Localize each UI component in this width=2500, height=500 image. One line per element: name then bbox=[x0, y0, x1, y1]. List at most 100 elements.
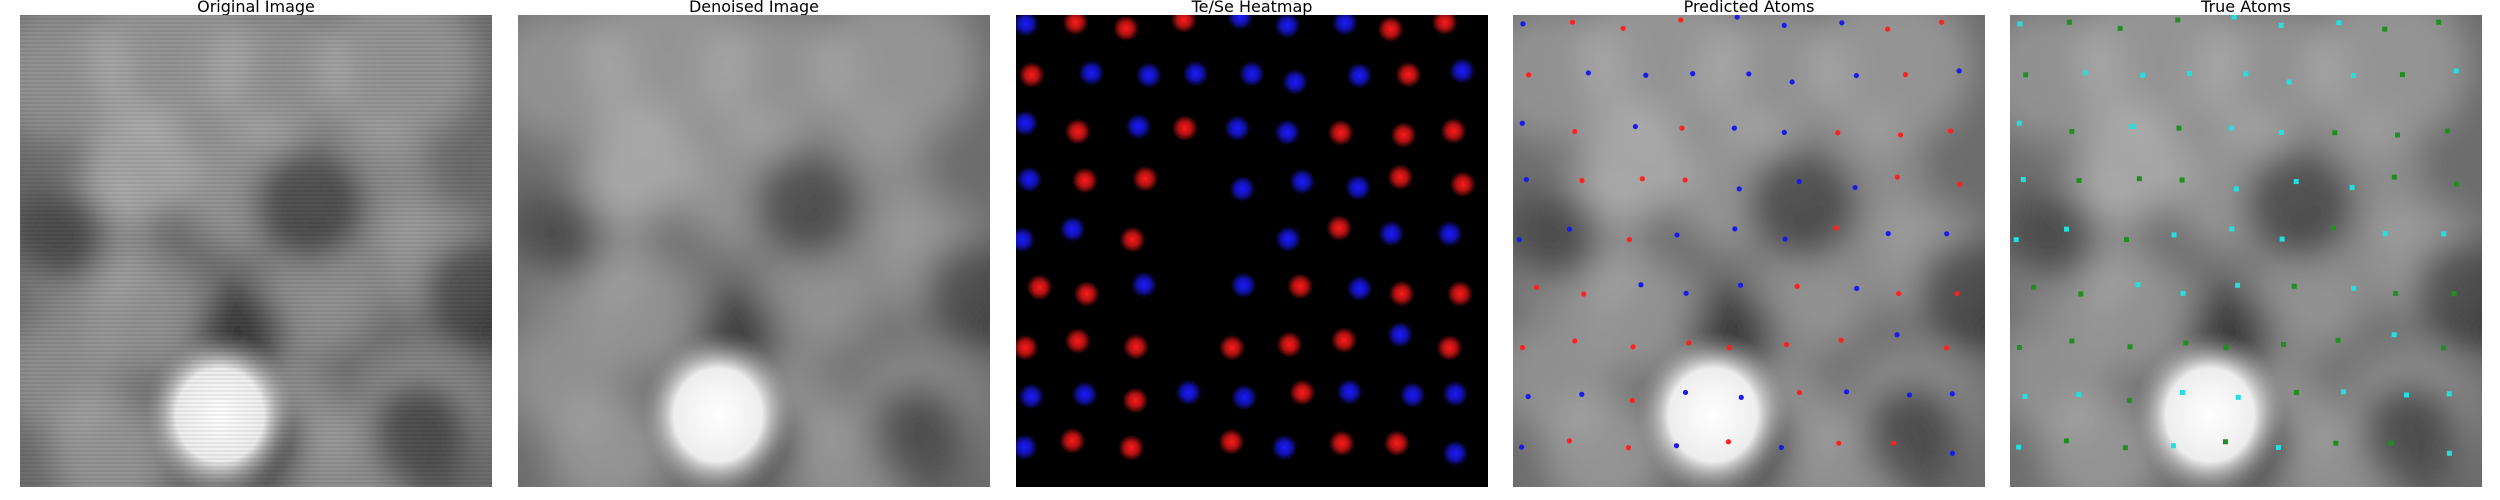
predicted-te-marker bbox=[1838, 337, 1844, 343]
true-te-marker bbox=[2280, 342, 2286, 348]
predicted-te-marker bbox=[1581, 291, 1587, 297]
predicted-te-marker bbox=[1957, 181, 1963, 187]
se-heat-spot bbox=[1016, 166, 1043, 193]
true-te-marker bbox=[2126, 397, 2132, 403]
true-se-marker bbox=[2135, 282, 2141, 288]
te-heat-spot bbox=[1326, 215, 1353, 242]
predicted-te-marker bbox=[1678, 17, 1684, 23]
predicted-te-marker bbox=[1885, 26, 1891, 32]
te-heat-spot bbox=[1327, 119, 1354, 146]
predicted-se-marker bbox=[1746, 71, 1752, 77]
predicted-te-marker bbox=[1625, 445, 1631, 451]
te-heat-spot bbox=[1218, 428, 1245, 455]
te-heat-spot bbox=[1026, 274, 1053, 301]
te-heat-spot bbox=[1436, 334, 1463, 361]
predicted-se-marker bbox=[1738, 282, 1744, 288]
predicted-atoms-image bbox=[1513, 15, 1985, 487]
predicted-se-marker bbox=[1674, 232, 1680, 238]
panel-original-image: Original Image bbox=[20, 0, 492, 500]
predicted-te-marker bbox=[1569, 19, 1576, 25]
true-se-marker bbox=[2129, 124, 2135, 130]
true-se-marker bbox=[2170, 443, 2176, 449]
true-se-marker bbox=[2022, 393, 2028, 399]
denoised-image bbox=[518, 15, 990, 487]
true-te-marker bbox=[2069, 338, 2075, 344]
te-heat-spot bbox=[1113, 15, 1140, 42]
se-heat-spot bbox=[1274, 15, 1301, 39]
true-te-marker bbox=[2293, 390, 2299, 396]
se-heat-spot bbox=[1016, 226, 1036, 253]
true-te-marker bbox=[2330, 225, 2336, 231]
true-se-marker bbox=[2446, 450, 2452, 456]
true-te-marker bbox=[2444, 128, 2450, 134]
predicted-se-marker bbox=[1906, 392, 1913, 398]
true-se-marker bbox=[2278, 129, 2284, 135]
se-heat-spot bbox=[1016, 434, 1038, 461]
true-atoms-image bbox=[2010, 15, 2482, 487]
panel-title-denoised-image: Denoised Image bbox=[688, 0, 820, 16]
te-heat-spot bbox=[1064, 327, 1091, 354]
predicted-se-marker bbox=[1949, 391, 1955, 397]
predicted-se-marker bbox=[1673, 443, 1680, 449]
true-te-marker bbox=[2395, 132, 2401, 138]
true-te-marker bbox=[2222, 439, 2228, 445]
panel-title-predicted-atoms: Predicted Atoms bbox=[1683, 0, 1815, 16]
se-heat-spot bbox=[1274, 119, 1301, 146]
predicted-se-marker bbox=[1843, 389, 1850, 395]
predicted-se-marker bbox=[1585, 70, 1592, 76]
se-heat-spot bbox=[1059, 216, 1086, 243]
predicted-te-marker bbox=[1639, 176, 1645, 182]
predicted-se-marker bbox=[1732, 226, 1738, 232]
true-se-marker bbox=[2349, 185, 2355, 191]
te-heat-spot bbox=[1388, 280, 1415, 307]
te-heat-spot bbox=[1072, 167, 1099, 194]
true-se-marker bbox=[2082, 70, 2088, 76]
predicted-se-marker bbox=[1885, 231, 1891, 237]
te-heat-spot bbox=[1062, 15, 1089, 36]
true-se-marker bbox=[2228, 125, 2234, 131]
se-heat-spot bbox=[1135, 62, 1162, 89]
true-te-marker bbox=[2175, 17, 2181, 23]
true-te-marker bbox=[2016, 345, 2022, 351]
predicted-te-marker bbox=[1626, 237, 1633, 243]
true-te-marker bbox=[2441, 345, 2447, 351]
true-se-marker bbox=[2016, 444, 2022, 450]
true-se-marker bbox=[2351, 285, 2357, 291]
true-se-marker bbox=[2350, 73, 2356, 79]
true-te-marker bbox=[2335, 337, 2341, 343]
te-heat-spot bbox=[1390, 121, 1417, 148]
te-heat-spot bbox=[1119, 226, 1146, 253]
true-te-marker bbox=[2127, 344, 2133, 350]
true-te-marker bbox=[2023, 72, 2029, 78]
predicted-se-marker bbox=[1632, 123, 1638, 130]
panel-title-true-atoms: True Atoms bbox=[2201, 0, 2291, 16]
predicted-se-marker bbox=[1579, 391, 1585, 397]
true-se-marker bbox=[2382, 231, 2388, 237]
true-te-marker bbox=[2436, 19, 2442, 25]
se-heat-spot bbox=[1175, 379, 1202, 406]
predicted-te-marker bbox=[1679, 125, 1685, 131]
se-heat-spot bbox=[1387, 321, 1414, 348]
true-te-marker bbox=[2124, 237, 2130, 243]
true-te-marker bbox=[2382, 26, 2388, 32]
predicted-te-marker bbox=[1783, 341, 1790, 348]
predicted-se-marker bbox=[1781, 129, 1787, 136]
te-heat-spot bbox=[1387, 164, 1414, 191]
predicted-te-marker bbox=[1629, 397, 1635, 404]
true-se-marker bbox=[2076, 391, 2082, 397]
predicted-te-marker bbox=[1836, 440, 1842, 446]
se-heat-spot bbox=[1346, 275, 1373, 302]
true-te-marker bbox=[2069, 129, 2075, 135]
true-te-marker bbox=[2183, 340, 2189, 346]
true-te-marker bbox=[2031, 284, 2037, 290]
true-te-marker bbox=[2179, 177, 2185, 183]
true-te-marker bbox=[2122, 445, 2128, 451]
se-heat-spot bbox=[1436, 220, 1463, 247]
true-te-marker bbox=[2066, 19, 2072, 25]
predicted-se-marker bbox=[1566, 226, 1573, 232]
true-te-marker bbox=[2393, 291, 2399, 297]
se-heat-spot bbox=[1442, 440, 1469, 467]
true-se-marker bbox=[2229, 226, 2235, 232]
te-heat-spot bbox=[1073, 281, 1100, 308]
true-te-marker bbox=[2291, 283, 2297, 289]
